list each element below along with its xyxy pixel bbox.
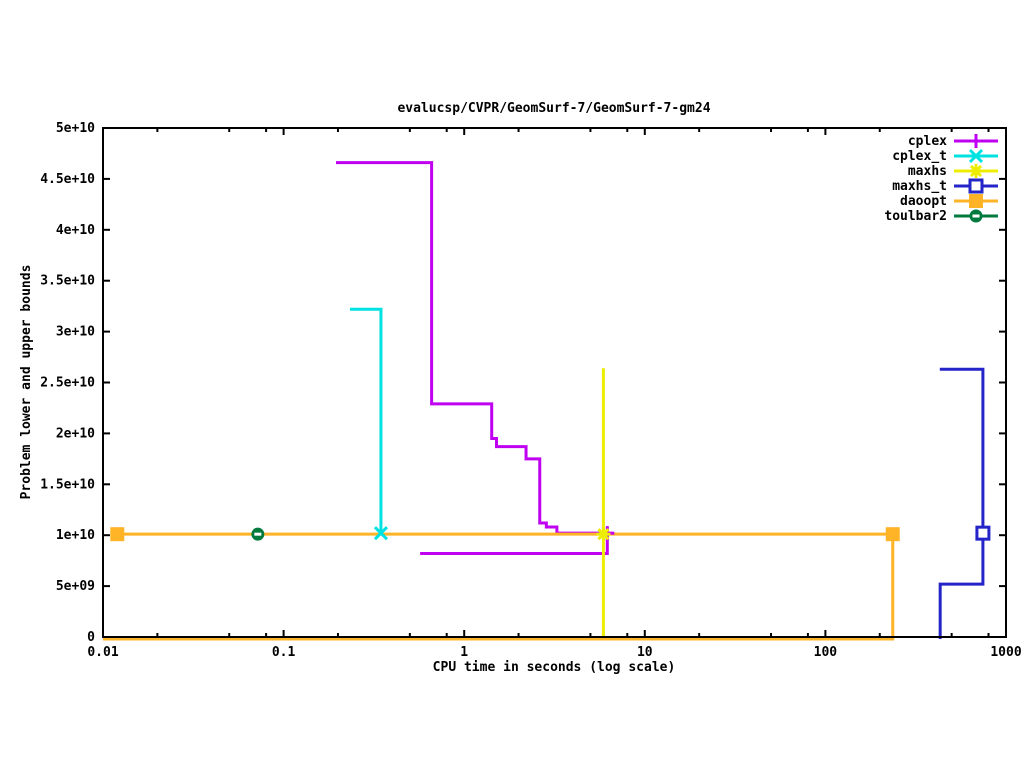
x-tick-label: 1 [460, 645, 468, 660]
series-cplex [335, 161, 609, 556]
marker-cplex_t [373, 526, 389, 541]
legend-label: maxhs [908, 164, 947, 179]
marker-maxhs [596, 527, 611, 542]
plot-frame [102, 127, 1007, 638]
series-daoopt [103, 532, 895, 641]
marker-toulbar2 [251, 527, 265, 541]
series-maxhs [103, 368, 605, 641]
legend-label: cplex_t [892, 149, 947, 164]
x-tick-label: 100 [814, 645, 838, 660]
legend-marker-square-filled [969, 194, 983, 208]
y-tick-label: 3e+10 [56, 325, 95, 340]
legend-item-toulbar2: toulbar2 [884, 209, 998, 224]
marker-daoopt [110, 527, 125, 542]
series-cplex_t-line [349, 307, 383, 534]
marker-layer [110, 525, 991, 542]
legend-marker-square-open [968, 178, 984, 194]
plot-border [102, 127, 1007, 638]
series-maxhs_t-line [938, 367, 985, 639]
x-tick-label: 0.01 [87, 645, 118, 660]
y-tick-label: 1e+10 [56, 528, 95, 543]
marker-daoopt [885, 527, 900, 542]
legend-label: toulbar2 [884, 209, 947, 224]
legend-marker-star [969, 164, 983, 178]
x-tick-label: 1000 [990, 645, 1021, 660]
y-tick-label: 1.5e+10 [40, 477, 95, 492]
y-tick-label: 4e+10 [56, 223, 95, 238]
series-layer [103, 161, 985, 641]
series-cplex-line [335, 161, 608, 535]
tick-label-layer: 0.01 0.1 1 10 100 1000 0 5e+09 1e+10 1.5e+10 2e+10… [40, 121, 1022, 660]
legend-item-maxhs_t: maxhs_t [892, 178, 998, 194]
legend-label: daoopt [900, 194, 947, 209]
y-tick-label: 2e+10 [56, 426, 95, 441]
series-cplex-line [420, 533, 609, 556]
y-tick-label: 4.5e+10 [40, 172, 95, 187]
legend-marker-plus [969, 134, 983, 148]
y-tick-label: 5e+09 [56, 579, 95, 594]
y-tick-label: 3.5e+10 [40, 274, 95, 289]
chart-title: evalucsp/CVPR/GeomSurf-7/GeomSurf-7-gm24 [397, 101, 710, 116]
series-maxhs_t [938, 367, 985, 639]
series-daoopt-line [103, 532, 895, 641]
legend-item-maxhs: maxhs [908, 164, 998, 179]
x-tick-label: 0.1 [272, 645, 296, 660]
y-tick-label: 0 [87, 630, 95, 645]
x-axis-label: CPU time in seconds (log scale) [433, 660, 676, 675]
series-maxhs-line [103, 368, 605, 641]
y-tick-label: 5e+10 [56, 121, 95, 136]
legend-marker-cross [968, 148, 984, 164]
y-tick-label: 2.5e+10 [40, 376, 95, 391]
y-axis-label: Problem lower and upper bounds [19, 265, 34, 500]
legend-marker-circle-dash [969, 209, 983, 223]
legend-label: maxhs_t [892, 179, 947, 194]
legend-label: cplex [908, 134, 947, 149]
series-cplex_t [349, 307, 383, 534]
marker-maxhs_t [975, 525, 991, 541]
legend-item-cplex_t: cplex_t [892, 148, 998, 164]
legend-item-daoopt: daoopt [900, 194, 998, 209]
legend-item-cplex: cplex [908, 134, 998, 149]
x-tick-label: 10 [637, 645, 653, 660]
